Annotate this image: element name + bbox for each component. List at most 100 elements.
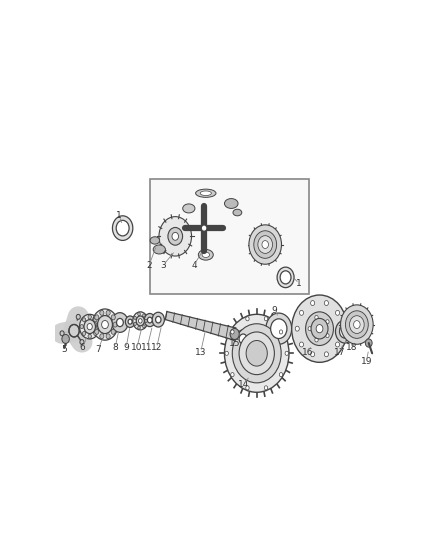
Circle shape bbox=[138, 319, 142, 323]
Circle shape bbox=[292, 295, 347, 362]
Circle shape bbox=[239, 334, 247, 344]
Circle shape bbox=[239, 332, 274, 375]
Circle shape bbox=[134, 316, 136, 319]
Circle shape bbox=[279, 373, 283, 377]
Circle shape bbox=[113, 216, 133, 240]
Circle shape bbox=[136, 316, 145, 326]
Circle shape bbox=[80, 325, 83, 329]
Circle shape bbox=[336, 342, 339, 347]
Circle shape bbox=[308, 327, 311, 330]
Text: 19: 19 bbox=[360, 357, 372, 366]
Text: 15: 15 bbox=[229, 338, 240, 348]
Circle shape bbox=[112, 313, 128, 333]
Text: 8: 8 bbox=[112, 343, 118, 352]
Circle shape bbox=[311, 301, 314, 305]
Circle shape bbox=[326, 334, 329, 337]
Circle shape bbox=[94, 318, 97, 322]
Circle shape bbox=[311, 352, 314, 357]
Circle shape bbox=[231, 373, 234, 377]
Circle shape bbox=[88, 334, 92, 338]
Text: 1: 1 bbox=[117, 211, 122, 220]
Circle shape bbox=[106, 334, 110, 339]
Circle shape bbox=[264, 386, 268, 390]
Text: 14: 14 bbox=[237, 381, 249, 390]
Circle shape bbox=[80, 340, 84, 344]
Circle shape bbox=[203, 227, 205, 230]
Polygon shape bbox=[166, 311, 236, 340]
Ellipse shape bbox=[153, 245, 166, 254]
Circle shape bbox=[246, 341, 267, 366]
Circle shape bbox=[225, 351, 228, 356]
Circle shape bbox=[300, 310, 304, 316]
Ellipse shape bbox=[225, 199, 238, 208]
Circle shape bbox=[95, 329, 99, 334]
Circle shape bbox=[117, 318, 124, 327]
Text: 2: 2 bbox=[146, 261, 152, 270]
Circle shape bbox=[100, 310, 104, 316]
Text: 10: 10 bbox=[131, 343, 143, 352]
Text: 18: 18 bbox=[346, 343, 357, 352]
Circle shape bbox=[111, 329, 115, 334]
Circle shape bbox=[340, 326, 344, 331]
Circle shape bbox=[285, 351, 289, 356]
Circle shape bbox=[300, 342, 304, 347]
Circle shape bbox=[365, 339, 372, 347]
Circle shape bbox=[315, 316, 318, 319]
Circle shape bbox=[82, 318, 86, 322]
Text: 13: 13 bbox=[195, 348, 206, 357]
Circle shape bbox=[249, 225, 282, 264]
Circle shape bbox=[306, 312, 333, 345]
Circle shape bbox=[264, 317, 268, 321]
Circle shape bbox=[148, 317, 152, 323]
Circle shape bbox=[339, 325, 350, 338]
Circle shape bbox=[152, 312, 164, 327]
Circle shape bbox=[60, 331, 64, 336]
Circle shape bbox=[325, 352, 328, 357]
Circle shape bbox=[311, 318, 328, 339]
Circle shape bbox=[94, 332, 97, 335]
Ellipse shape bbox=[150, 237, 159, 244]
Circle shape bbox=[84, 320, 95, 334]
Text: 6: 6 bbox=[80, 343, 85, 352]
Circle shape bbox=[279, 330, 283, 334]
Circle shape bbox=[133, 312, 148, 330]
Ellipse shape bbox=[202, 252, 209, 257]
Ellipse shape bbox=[183, 204, 195, 213]
Circle shape bbox=[125, 316, 135, 327]
Circle shape bbox=[80, 314, 100, 339]
Text: 17: 17 bbox=[334, 348, 346, 357]
Circle shape bbox=[341, 305, 373, 344]
Circle shape bbox=[111, 315, 115, 320]
Circle shape bbox=[82, 332, 86, 335]
Circle shape bbox=[353, 321, 360, 328]
Circle shape bbox=[168, 228, 183, 245]
Text: 3: 3 bbox=[160, 261, 166, 270]
Text: 9: 9 bbox=[123, 343, 129, 352]
Circle shape bbox=[106, 310, 110, 316]
Circle shape bbox=[116, 220, 129, 236]
Circle shape bbox=[143, 325, 145, 328]
Text: 9: 9 bbox=[272, 306, 278, 314]
Text: 12: 12 bbox=[151, 343, 162, 352]
Circle shape bbox=[100, 334, 104, 339]
Circle shape bbox=[88, 315, 92, 319]
Text: 5: 5 bbox=[61, 345, 67, 354]
Text: 16: 16 bbox=[302, 348, 314, 357]
Circle shape bbox=[155, 317, 161, 323]
Circle shape bbox=[95, 315, 99, 320]
Circle shape bbox=[172, 232, 179, 240]
Circle shape bbox=[262, 240, 268, 248]
Circle shape bbox=[316, 325, 323, 333]
Circle shape bbox=[230, 328, 239, 340]
Circle shape bbox=[138, 312, 140, 316]
Circle shape bbox=[76, 314, 80, 319]
Text: 1: 1 bbox=[296, 279, 302, 288]
Ellipse shape bbox=[198, 249, 213, 260]
Circle shape bbox=[225, 314, 289, 392]
Circle shape bbox=[336, 320, 354, 343]
Circle shape bbox=[258, 236, 272, 253]
Circle shape bbox=[266, 313, 292, 344]
Circle shape bbox=[138, 326, 140, 329]
Circle shape bbox=[128, 319, 132, 324]
Circle shape bbox=[159, 216, 191, 256]
